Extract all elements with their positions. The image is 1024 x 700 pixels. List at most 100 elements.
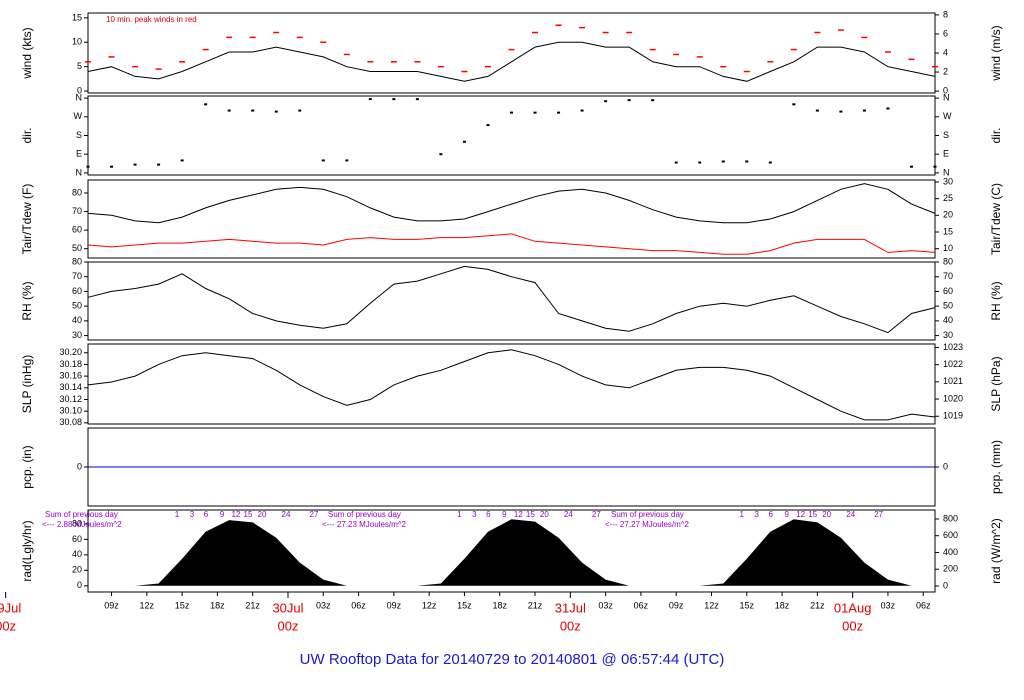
- hour-mark: 9: [502, 510, 507, 519]
- hour-mark: 6: [768, 510, 773, 519]
- y-tick-label: N: [76, 167, 83, 177]
- dir-point: [909, 165, 913, 168]
- annotation: 10 min. peak winds in red: [106, 15, 197, 24]
- hour-mark: 27: [592, 510, 601, 519]
- y-tick-label: 60: [72, 225, 82, 235]
- y2-tick-label: 4: [943, 47, 948, 57]
- y2-tick-label: 1022: [943, 359, 963, 369]
- x-tick-label: 12z: [422, 600, 437, 610]
- x-tick-label: 06z: [916, 600, 931, 610]
- hour-mark: 24: [282, 510, 291, 519]
- y2-tick-label: 1020: [943, 393, 963, 403]
- y-tick-label: 30: [72, 330, 82, 340]
- dir-point: [86, 165, 90, 168]
- x-tick-label: 12z: [140, 600, 155, 610]
- y2-tick-label: 1019: [943, 411, 963, 421]
- y2-tick-label: E: [943, 149, 949, 159]
- hour-mark: 12: [796, 510, 805, 519]
- y-axis-label: SLP (inHg): [20, 355, 34, 413]
- y-tick-label: 80: [72, 187, 82, 197]
- dir-point: [698, 161, 702, 164]
- y-axis-label: dir.: [20, 127, 34, 143]
- y2-tick-label: N: [943, 92, 950, 102]
- hour-mark: 9: [220, 510, 225, 519]
- date-label: 01Aug: [834, 600, 872, 615]
- y2-tick-label: 400: [943, 547, 958, 557]
- hour-mark: 1: [175, 510, 180, 519]
- y2-tick-label: 0: [943, 461, 948, 471]
- dir-point: [368, 98, 372, 101]
- annotation: Sum of previous day: [611, 510, 684, 519]
- y2-tick-label: 70: [943, 271, 953, 281]
- y2-axis-label: wind (m/s): [989, 25, 1003, 81]
- dir-point: [627, 99, 631, 102]
- dir-point: [886, 107, 890, 110]
- dir-point: [580, 109, 584, 112]
- y2-axis-label: pcp. (mm): [989, 440, 1003, 494]
- x-tick-label: 15z: [457, 600, 472, 610]
- y2-tick-label: 10: [943, 243, 953, 253]
- hour-mark: 20: [540, 510, 549, 519]
- x-tick-label: 18z: [210, 600, 225, 610]
- y-tick-label: 50: [72, 301, 82, 311]
- hour-mark: 15: [244, 510, 253, 519]
- y2-tick-label: N: [943, 167, 950, 177]
- hour-mark: 27: [310, 510, 319, 519]
- hour-mark: 3: [472, 510, 477, 519]
- x-tick-label: 12z: [704, 600, 719, 610]
- x-tick-label: 06z: [634, 600, 649, 610]
- x-tick-label: 09z: [104, 600, 119, 610]
- dir-point: [133, 163, 137, 166]
- hour-mark: 24: [846, 510, 855, 519]
- hour-mark: 24: [564, 510, 573, 519]
- series-line: [87, 233, 936, 255]
- y2-tick-label: 600: [943, 530, 958, 540]
- panel-frame: [87, 261, 936, 341]
- dir-point: [439, 153, 443, 156]
- x-tick-label: 06z: [351, 600, 366, 610]
- y-tick-label: 30.16: [59, 370, 82, 380]
- hour-mark: 20: [258, 510, 267, 519]
- y-tick-label: 70: [72, 206, 82, 216]
- annotation: <--- 27.23 MJoules/m^2: [322, 520, 407, 529]
- y-tick-label: 70: [72, 271, 82, 281]
- y2-axis-label: Tair/Tdew (C): [989, 183, 1003, 255]
- annotation: Sum of previous day: [45, 510, 118, 519]
- chart-title: UW Rooftop Data for 20140729 to 20140801…: [300, 651, 725, 668]
- y-tick-label: S: [76, 130, 82, 140]
- hour-mark: 15: [808, 510, 817, 519]
- y2-axis-label: dir.: [989, 127, 1003, 143]
- y2-tick-label: 8: [943, 9, 948, 19]
- hour-mark: 20: [822, 510, 831, 519]
- dir-point: [604, 100, 608, 103]
- hour-mark: 6: [486, 510, 491, 519]
- x-tick-label: 09z: [669, 600, 684, 610]
- dir-point: [651, 99, 655, 102]
- y-axis-label: RH (%): [20, 281, 34, 320]
- y2-tick-label: 1021: [943, 376, 963, 386]
- dir-point: [415, 98, 419, 101]
- y-axis-label: Tair/Tdew (F): [20, 184, 34, 255]
- dir-point: [321, 159, 325, 162]
- dir-point: [674, 161, 678, 164]
- y-tick-label: 20: [72, 565, 82, 575]
- y-tick-label: 40: [72, 315, 82, 325]
- panel-frame: [87, 179, 936, 259]
- date-sublabel: 00z: [0, 618, 16, 633]
- hour-mark: 3: [190, 510, 195, 519]
- x-tick-label: 21z: [810, 600, 825, 610]
- dir-point: [721, 160, 725, 163]
- y-tick-label: 50: [72, 243, 82, 253]
- panel-frame: [87, 95, 936, 176]
- hour-mark: 15: [526, 510, 535, 519]
- y-axis-label: wind (kts): [20, 27, 34, 79]
- y-tick-label: 80: [72, 518, 82, 528]
- date-sublabel: 00z: [278, 618, 299, 633]
- y-tick-label: 30.12: [59, 394, 82, 404]
- x-tick-label: 03z: [598, 600, 613, 610]
- x-tick-label: 03z: [881, 600, 896, 610]
- date-label: 31Jul: [555, 600, 586, 615]
- date-label: 30Jul: [272, 600, 303, 615]
- dir-point: [839, 110, 843, 113]
